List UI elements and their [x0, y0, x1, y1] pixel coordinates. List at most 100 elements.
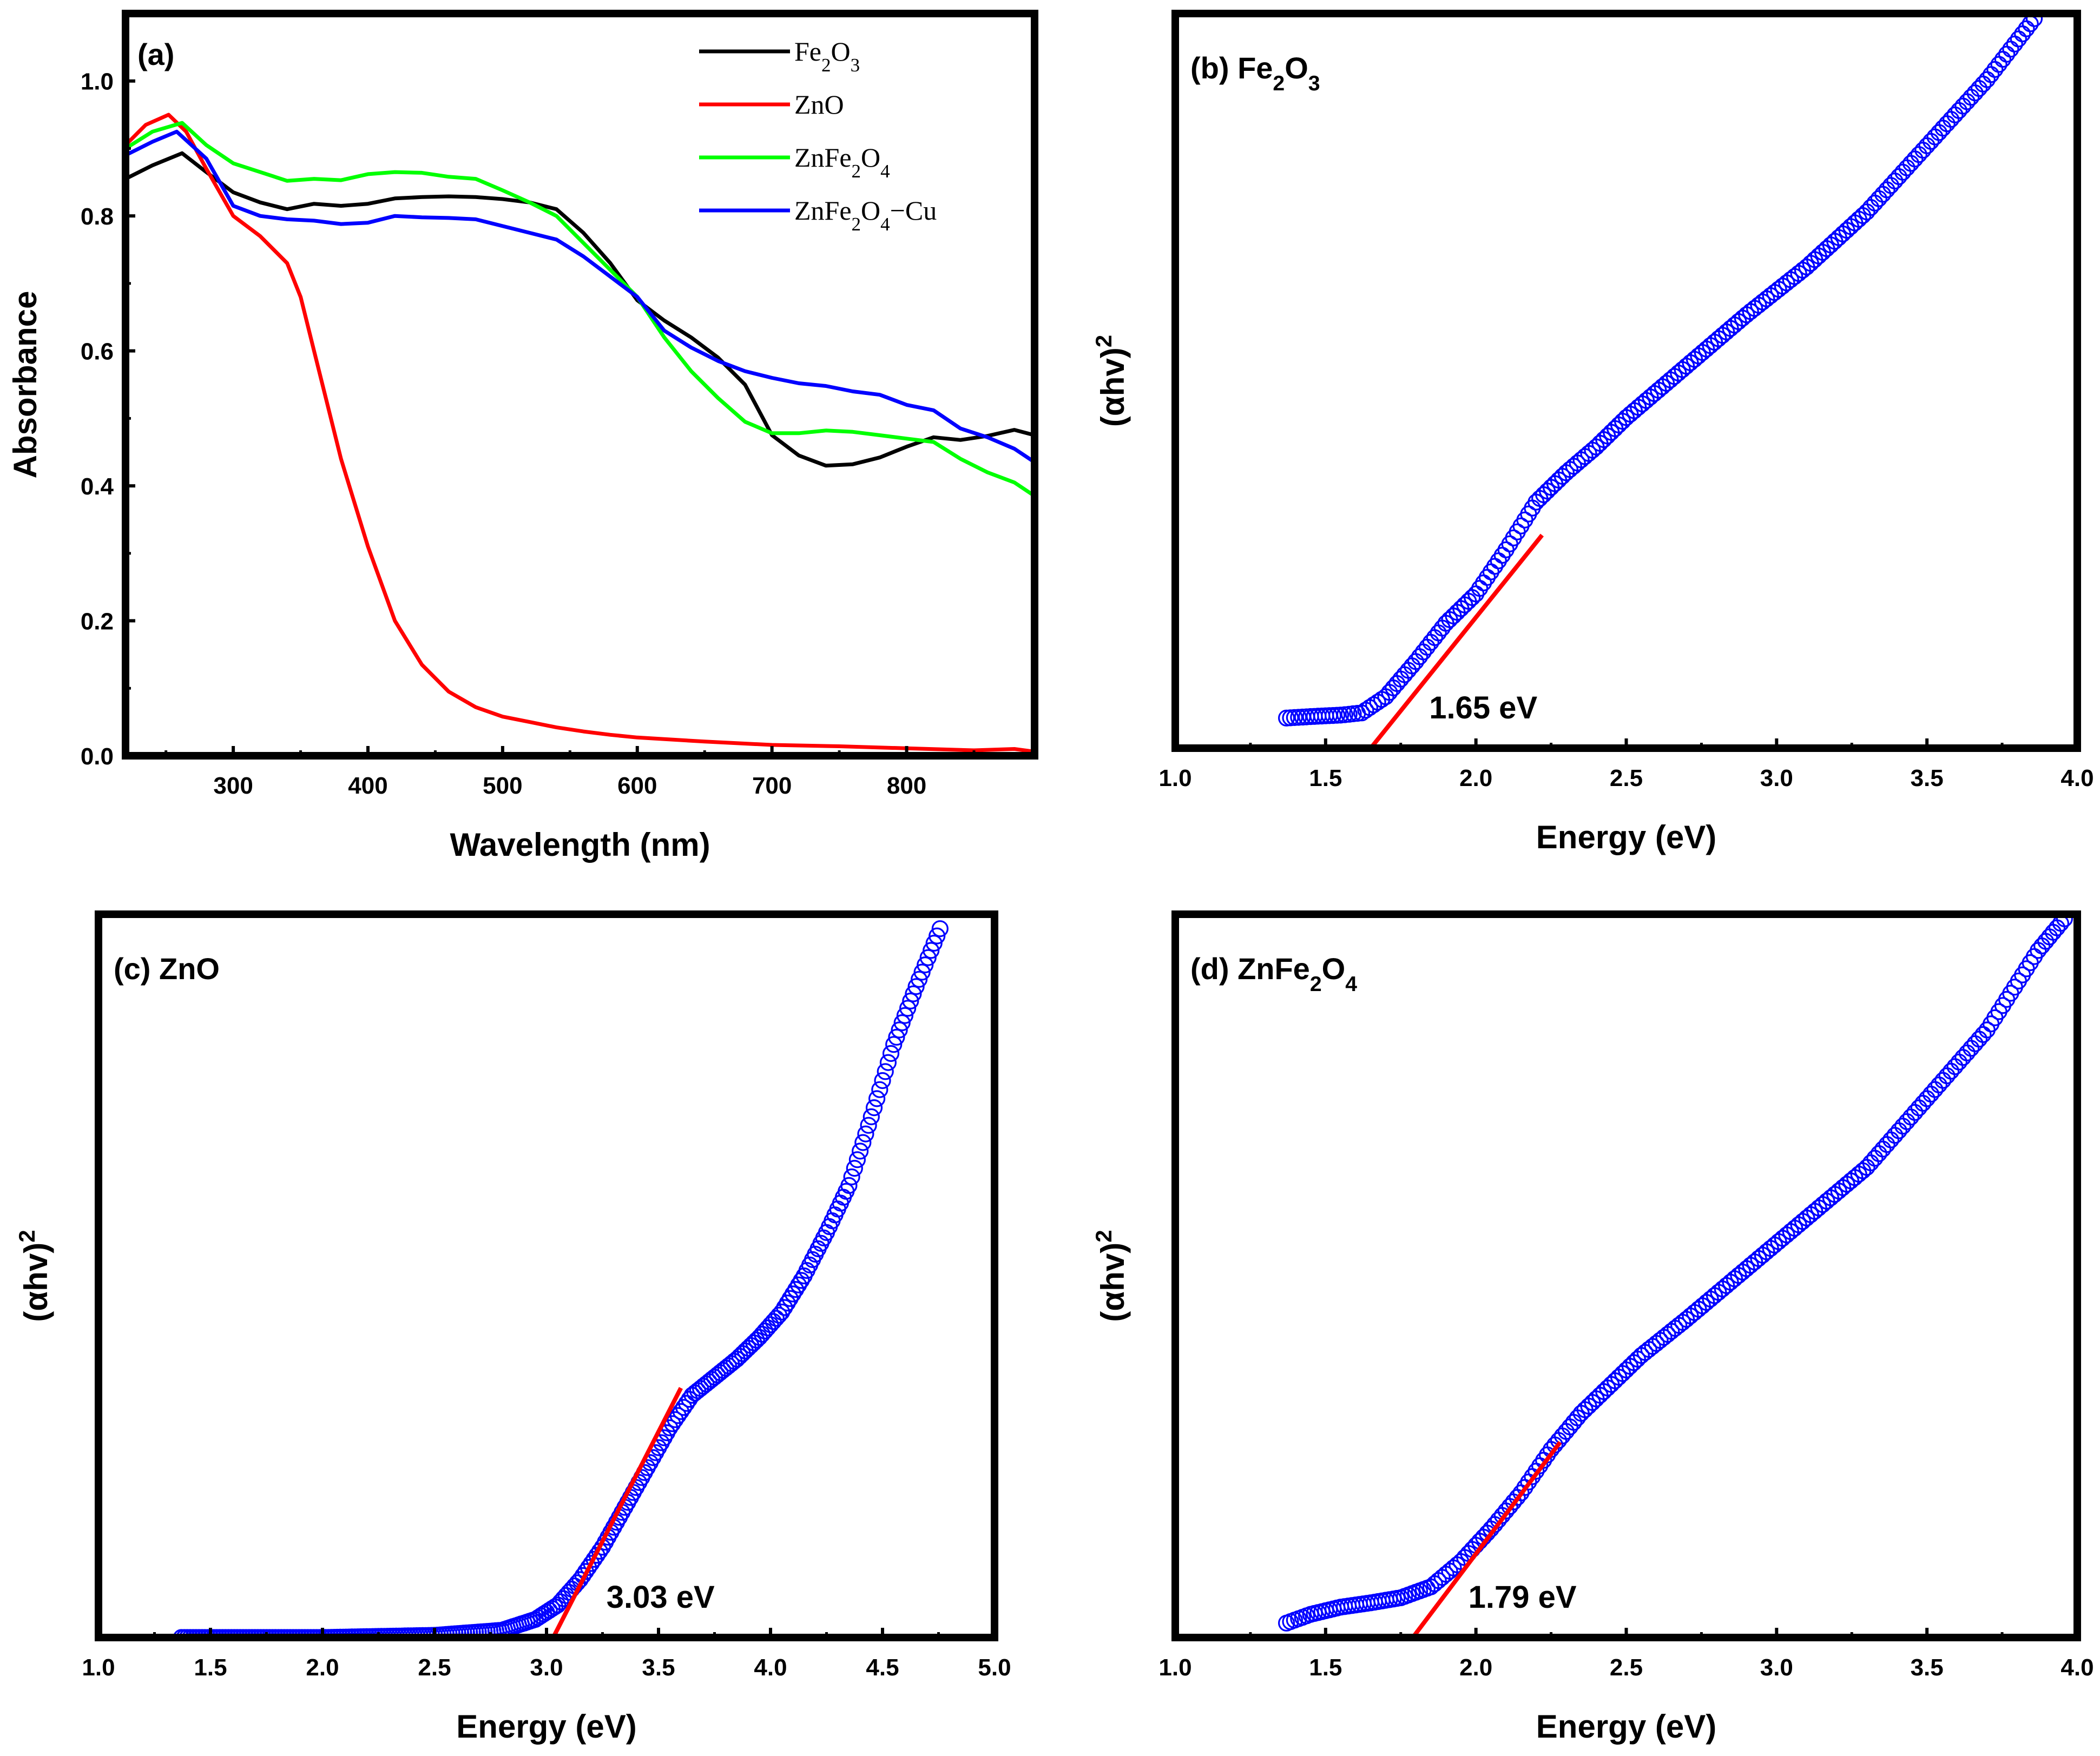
y-tick-label: 0.4: [81, 473, 114, 500]
data-marker: [917, 956, 934, 974]
legend-label: ZnFe2O4: [794, 142, 890, 182]
data-marker: [1970, 1031, 1988, 1048]
plot-frame: [1171, 10, 2081, 752]
data-marker: [1946, 106, 1964, 123]
plot-frame: [122, 10, 1038, 760]
data-marker: [1886, 1127, 1904, 1144]
data-marker: [1902, 1108, 1920, 1126]
data-marker: [776, 1299, 793, 1316]
data-marker: [1963, 1040, 1980, 1057]
data-marker: [1914, 142, 1932, 159]
data-marker: [1983, 66, 2000, 83]
data-marker: [860, 1117, 877, 1134]
data-marker: [2006, 35, 2023, 53]
legend-label-part: O: [861, 195, 880, 226]
data-marker: [919, 949, 937, 966]
data-marker: [1486, 558, 1503, 575]
data-marker: [793, 1272, 810, 1289]
y-tick-label: 0.0: [81, 743, 114, 770]
x-tick-label: 1.0: [1158, 765, 1191, 791]
legend-label-part: 2: [852, 214, 861, 235]
series-line-ZnO: [126, 113, 1035, 754]
data-marker: [1878, 181, 1895, 199]
data-marker: [762, 1316, 779, 1333]
x-tick-label: 2.5: [418, 1654, 451, 1681]
x-axis-title: Energy (eV): [1536, 819, 1716, 855]
data-marker: [1886, 173, 1904, 190]
x-tick-label: 3.0: [530, 1654, 563, 1681]
y-axis-title: (αhv)2: [1091, 335, 1131, 427]
data-marker: [1918, 137, 1936, 154]
y-tick-label: 0.6: [81, 339, 114, 365]
legend-label-part: 3: [851, 55, 860, 76]
data-marker: [765, 1313, 782, 1330]
data-marker: [1471, 579, 1489, 597]
legend-label-part: ZnFe: [794, 142, 852, 173]
data-marker: [784, 1285, 802, 1303]
data-marker: [843, 1168, 860, 1186]
band-gap-label: 1.79 eV: [1469, 1580, 1577, 1615]
data-marker: [925, 934, 943, 952]
y-axis-title-part: (αhv): [1095, 1243, 1131, 1322]
y-axis-title: Absorbance: [7, 291, 43, 479]
data-marker: [931, 920, 949, 938]
legend-label-part: Fe: [794, 36, 821, 67]
data-marker: [1414, 643, 1432, 661]
data-marker: [1934, 120, 1952, 137]
data-marker: [759, 1319, 776, 1337]
data-marker: [1986, 61, 2004, 78]
data-marker: [1910, 1099, 1927, 1117]
data-marker: [1966, 84, 1984, 102]
data-marker: [865, 1099, 883, 1117]
series-line-Fe2O3: [126, 151, 1035, 468]
data-marker: [891, 1021, 908, 1039]
data-marker: [1426, 629, 1443, 646]
y-axis-title-part: 2: [1091, 1230, 1116, 1242]
data-marker: [2025, 14, 2043, 27]
data-marker: [1874, 186, 1892, 203]
data-marker: [882, 1045, 900, 1062]
data-marker: [2022, 15, 2039, 32]
data-marker: [1963, 89, 1980, 106]
fit-line: [1369, 533, 1544, 748]
panel-label-part: 2: [1310, 973, 1322, 996]
data-marker: [756, 1322, 774, 1339]
data-marker: [2010, 30, 2027, 48]
data-marker: [1862, 199, 1879, 216]
x-tick-label: 1.5: [1309, 765, 1342, 791]
data-marker: [2056, 914, 2073, 927]
data-marker: [1870, 1145, 1887, 1163]
data-marker: [1422, 633, 1439, 651]
panel-label-part: O: [1285, 51, 1308, 85]
data-marker: [1894, 1118, 1912, 1135]
data-marker: [1926, 1081, 1944, 1098]
panel-label-part: (c) ZnO: [114, 952, 220, 986]
data-marker: [549, 1596, 567, 1614]
x-tick-label: 1.5: [194, 1654, 227, 1681]
data-marker: [1998, 45, 2016, 63]
data-marker: [1882, 1131, 1900, 1148]
data-marker: [1970, 80, 1988, 97]
data-marker: [1910, 146, 1927, 163]
data-marker: [2018, 20, 2035, 37]
data-marker: [1894, 163, 1912, 181]
data-marker: [1958, 93, 1976, 110]
data-marker: [879, 1054, 897, 1071]
data-marker: [1493, 546, 1511, 564]
x-tick-label: 4.0: [2060, 1654, 2094, 1681]
data-marker: [745, 1334, 762, 1351]
data-marker: [907, 978, 925, 995]
panel-a: 300 400 500 600 700 800 0.0 0.2 0.4 0.6 0.8 1.0 Wave…: [7, 10, 1038, 863]
data-marker: [1974, 75, 1992, 93]
y-axis-title-part: (αhv): [18, 1243, 54, 1322]
data-marker: [790, 1276, 807, 1293]
data-marker: [1946, 1058, 1964, 1075]
y-axis-title-part: 2: [1091, 335, 1116, 347]
data-marker: [1411, 648, 1428, 665]
x-tick-label: 400: [348, 773, 387, 799]
data-marker: [1994, 50, 2011, 68]
plot-frame: [95, 910, 998, 1641]
x-axis-title: Energy (eV): [456, 1708, 636, 1745]
data-marker: [1898, 159, 1915, 176]
marker-group: [1278, 914, 2073, 1632]
